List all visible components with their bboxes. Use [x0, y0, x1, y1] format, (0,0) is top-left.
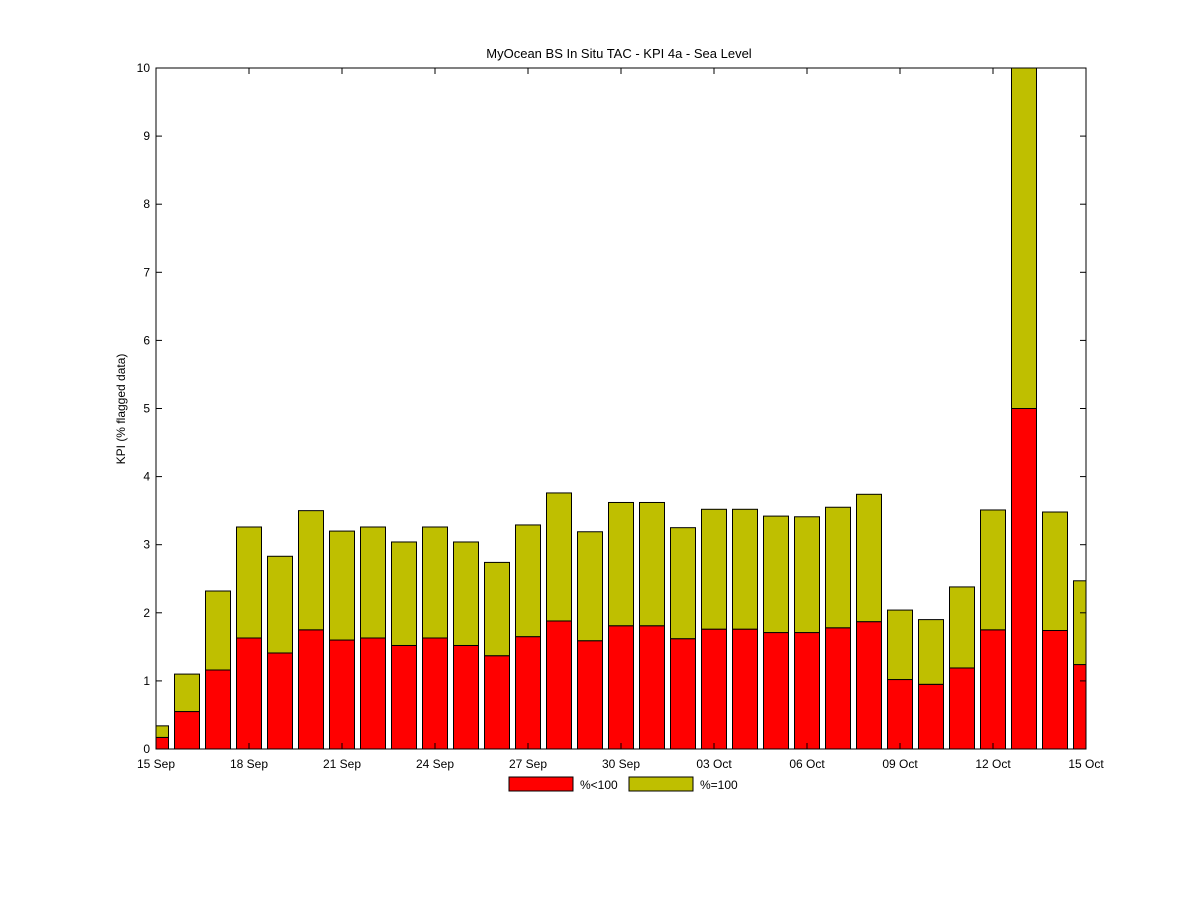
bar-below-100-0 — [156, 736, 169, 749]
y-axis-label: KPI (% flagged data) — [114, 354, 128, 465]
bar-below-100-1 — [174, 711, 200, 749]
x-tick-label-9: 12 Oct — [975, 757, 1011, 771]
bar-equal-100-8 — [391, 541, 417, 646]
bar-below-100-29 — [1042, 630, 1068, 749]
y-tick-label-7: 7 — [143, 265, 150, 279]
legend-swatch-equal-100 — [628, 776, 694, 792]
y-tick-label-1: 1 — [143, 674, 150, 688]
bar-equal-100-11 — [484, 561, 510, 657]
legend-label-below-100: %<100 — [580, 778, 618, 792]
bar-below-100-4 — [267, 652, 293, 749]
bar-below-100-14 — [577, 640, 603, 749]
ticks-group: 0 1 2 3 4 5 6 7 8 9 10 15 Sep 18 Sep 21 Sep 24 Sep 27 S… — [137, 61, 1105, 771]
bar-below-100-8 — [391, 644, 417, 749]
bar-equal-100-14 — [577, 531, 603, 642]
x-tick-label-8: 09 Oct — [882, 757, 918, 771]
bar-equal-100-9 — [422, 526, 448, 639]
bar-below-100-21 — [794, 632, 820, 749]
x-tick-label-2: 21 Sep — [323, 757, 361, 771]
y-tick-label-5: 5 — [143, 402, 150, 416]
bar-below-100-12 — [515, 636, 541, 749]
bar-below-100-27 — [980, 629, 1006, 749]
x-tick-label-6: 03 Oct — [696, 757, 732, 771]
bar-equal-100-22 — [825, 506, 851, 629]
y-tick-label-4: 4 — [143, 470, 150, 484]
bar-equal-100-1 — [174, 673, 200, 713]
bar-equal-100-28 — [1011, 68, 1037, 409]
y-tick-label-0: 0 — [143, 742, 150, 756]
bar-below-100-11 — [484, 655, 510, 749]
bar-equal-100-16 — [639, 501, 665, 627]
bar-below-100-13 — [546, 620, 572, 749]
bars-group — [156, 68, 1086, 749]
y-tick-label-8: 8 — [143, 197, 150, 211]
bar-below-100-19 — [732, 628, 758, 749]
y-tick-label-10: 10 — [137, 61, 151, 75]
bar-below-100-26 — [949, 667, 975, 749]
bar-equal-100-13 — [546, 492, 572, 622]
x-tick-label-3: 24 Sep — [416, 757, 454, 771]
y-tick-label-3: 3 — [143, 538, 150, 552]
bar-below-100-9 — [422, 637, 448, 749]
bar-equal-100-12 — [515, 524, 541, 638]
bar-equal-100-5 — [298, 510, 324, 631]
bar-equal-100-26 — [949, 586, 975, 669]
bar-equal-100-30 — [1073, 580, 1086, 666]
x-tick-label-10: 15 Oct — [1068, 757, 1104, 771]
chart-title: MyOcean BS In Situ TAC - KPI 4a - Sea Le… — [486, 46, 752, 61]
bar-below-100-20 — [763, 632, 789, 749]
legend-label-equal-100: %=100 — [700, 778, 738, 792]
bar-below-100-6 — [329, 639, 355, 749]
bar-equal-100-10 — [453, 541, 479, 646]
bar-below-100-15 — [608, 625, 634, 749]
x-tick-label-4: 27 Sep — [509, 757, 547, 771]
x-tick-label-1: 18 Sep — [230, 757, 268, 771]
bar-below-100-18 — [701, 628, 727, 749]
x-tick-label-0: 15 Sep — [137, 757, 175, 771]
bar-equal-100-3 — [236, 526, 262, 639]
bar-below-100-17 — [670, 638, 696, 749]
bar-equal-100-0 — [156, 725, 169, 738]
y-tick-label-9: 9 — [143, 129, 150, 143]
bar-equal-100-29 — [1042, 511, 1068, 632]
bar-equal-100-7 — [360, 526, 386, 639]
bar-below-100-24 — [887, 679, 913, 749]
bar-below-100-3 — [236, 637, 262, 749]
bar-equal-100-25 — [918, 619, 944, 685]
x-tick-label-7: 06 Oct — [789, 757, 825, 771]
bar-below-100-25 — [918, 683, 944, 749]
bar-below-100-10 — [453, 644, 479, 749]
bar-below-100-16 — [639, 625, 665, 749]
bar-below-100-30 — [1073, 664, 1086, 749]
bar-equal-100-21 — [794, 516, 820, 634]
bar-equal-100-17 — [670, 527, 696, 640]
legend-swatch-below-100 — [508, 776, 574, 792]
x-tick-label-5: 30 Sep — [602, 757, 640, 771]
bar-equal-100-4 — [267, 555, 293, 654]
bar-below-100-5 — [298, 629, 324, 749]
bar-below-100-2 — [205, 669, 231, 749]
bar-below-100-22 — [825, 627, 851, 749]
bar-equal-100-23 — [856, 493, 882, 623]
y-tick-label-6: 6 — [143, 333, 150, 347]
bar-equal-100-2 — [205, 590, 231, 671]
bar-equal-100-19 — [732, 508, 758, 630]
legend: %<100 %=100 — [508, 776, 738, 792]
bar-equal-100-20 — [763, 515, 789, 634]
bar-equal-100-15 — [608, 501, 634, 627]
y-tick-label-2: 2 — [143, 606, 150, 620]
bar-equal-100-6 — [329, 530, 355, 641]
bar-equal-100-18 — [701, 508, 727, 630]
bar-below-100-28 — [1011, 408, 1037, 749]
bar-equal-100-24 — [887, 609, 913, 681]
bar-equal-100-27 — [980, 509, 1006, 631]
bar-below-100-7 — [360, 637, 386, 749]
bar-below-100-23 — [856, 621, 882, 749]
